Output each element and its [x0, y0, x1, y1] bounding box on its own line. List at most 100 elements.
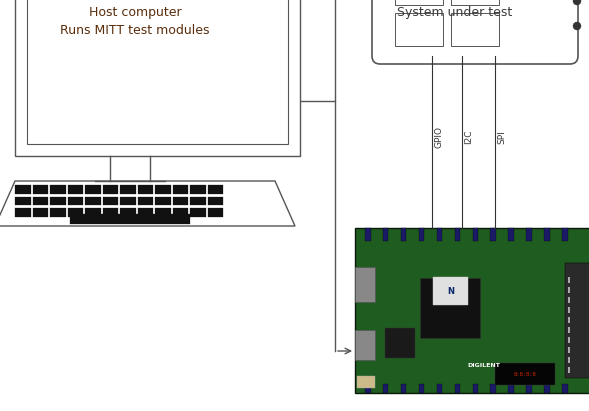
- Bar: [365, 228, 370, 241]
- Text: N: N: [447, 286, 454, 296]
- Bar: [568, 367, 570, 373]
- Bar: [455, 228, 460, 241]
- Bar: [568, 357, 570, 363]
- Bar: [15, 0, 300, 156]
- Bar: [544, 228, 550, 241]
- Bar: [50, 208, 65, 217]
- Bar: [420, 278, 480, 338]
- Bar: [120, 196, 135, 206]
- Bar: [207, 196, 223, 206]
- Bar: [68, 196, 83, 206]
- Bar: [102, 208, 118, 217]
- Bar: [173, 196, 188, 206]
- Bar: [568, 287, 570, 293]
- Bar: [137, 208, 153, 217]
- Text: System under test: System under test: [398, 6, 512, 19]
- Bar: [568, 307, 570, 313]
- Bar: [50, 196, 65, 206]
- Bar: [544, 384, 550, 393]
- Bar: [568, 347, 570, 353]
- Bar: [562, 228, 568, 241]
- Bar: [568, 327, 570, 333]
- Polygon shape: [0, 181, 295, 226]
- Bar: [102, 196, 118, 206]
- Bar: [433, 277, 468, 305]
- Circle shape: [573, 0, 581, 5]
- Bar: [495, 363, 555, 385]
- Bar: [120, 185, 135, 194]
- Bar: [568, 297, 570, 303]
- Bar: [207, 185, 223, 194]
- Bar: [207, 208, 223, 217]
- Bar: [190, 185, 206, 194]
- Bar: [568, 277, 570, 283]
- Bar: [355, 228, 589, 393]
- Bar: [436, 228, 442, 241]
- Bar: [68, 208, 83, 217]
- Bar: [455, 384, 460, 393]
- Bar: [85, 196, 101, 206]
- Bar: [15, 208, 31, 217]
- Text: 8:8:8:8: 8:8:8:8: [514, 372, 537, 376]
- Bar: [85, 208, 101, 217]
- Bar: [568, 317, 570, 323]
- Bar: [436, 384, 442, 393]
- Bar: [155, 196, 170, 206]
- Bar: [155, 208, 170, 217]
- Bar: [508, 384, 514, 393]
- Bar: [383, 228, 388, 241]
- Bar: [395, 0, 443, 5]
- Bar: [401, 384, 406, 393]
- Bar: [365, 384, 370, 393]
- Bar: [491, 228, 496, 241]
- Bar: [50, 185, 65, 194]
- Bar: [70, 214, 190, 224]
- Bar: [155, 185, 170, 194]
- Bar: [15, 185, 31, 194]
- Bar: [137, 196, 153, 206]
- Bar: [260, 0, 335, 101]
- Bar: [565, 263, 589, 378]
- Bar: [137, 185, 153, 194]
- Bar: [32, 208, 48, 217]
- Bar: [401, 228, 406, 241]
- Bar: [190, 196, 206, 206]
- Bar: [562, 384, 568, 393]
- Bar: [526, 384, 532, 393]
- Bar: [419, 384, 424, 393]
- FancyBboxPatch shape: [372, 0, 578, 64]
- Bar: [32, 196, 48, 206]
- Bar: [472, 228, 478, 241]
- Bar: [120, 208, 135, 217]
- Bar: [68, 185, 83, 194]
- Text: SPI: SPI: [498, 130, 507, 144]
- Text: DIGILENT: DIGILENT: [468, 363, 501, 367]
- Bar: [15, 196, 31, 206]
- Bar: [568, 337, 570, 343]
- Bar: [102, 185, 118, 194]
- Bar: [385, 328, 415, 358]
- Bar: [355, 267, 375, 302]
- Bar: [451, 13, 499, 46]
- Bar: [173, 185, 188, 194]
- Bar: [395, 13, 443, 46]
- Bar: [355, 330, 375, 360]
- Text: Host computer: Host computer: [89, 6, 181, 19]
- Bar: [27, 0, 288, 144]
- Text: GPIO: GPIO: [435, 126, 444, 148]
- Bar: [508, 228, 514, 241]
- Bar: [419, 228, 424, 241]
- Bar: [32, 185, 48, 194]
- Bar: [173, 208, 188, 217]
- Bar: [491, 384, 496, 393]
- Bar: [383, 384, 388, 393]
- Bar: [451, 0, 499, 5]
- Circle shape: [573, 22, 581, 30]
- Bar: [357, 376, 375, 388]
- Bar: [526, 228, 532, 241]
- Text: I2C: I2C: [465, 130, 474, 144]
- Bar: [190, 208, 206, 217]
- Text: Runs MITT test modules: Runs MITT test modules: [60, 24, 210, 37]
- Bar: [85, 185, 101, 194]
- Bar: [472, 384, 478, 393]
